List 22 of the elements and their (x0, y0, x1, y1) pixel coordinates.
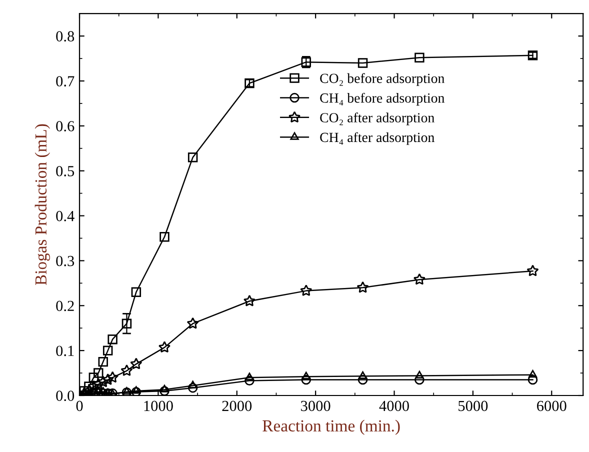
y-tick-label: 0.7 (56, 76, 74, 86)
x-tick-label: 6000 (537, 400, 566, 412)
x-tick-label: 5000 (458, 400, 488, 412)
x-axis-title: Reaction time (min.) (262, 420, 400, 435)
y-tick-label: 0.5 (56, 166, 74, 176)
x-tick-label: 2000 (222, 400, 252, 412)
legend-label: CO₂ before adsorption (320, 73, 444, 86)
y-tick-label: 0.8 (56, 31, 74, 42)
legend-label: CO₂ after adsorption (320, 112, 434, 126)
legend-label: CH₄ before adsorption (320, 92, 444, 106)
y-tick-label: 0.6 (56, 121, 74, 132)
y-tick-label: 0.4 (56, 210, 74, 222)
legend-label: CH₄ after adsorption (320, 132, 434, 145)
y-tick-label: 0.1 (56, 346, 74, 356)
x-tick-label: 4000 (379, 400, 409, 412)
x-tick-label: 0 (76, 400, 83, 412)
y-axis-title: Biogas Production (mL) (34, 124, 50, 286)
x-tick-label: 3000 (301, 400, 330, 412)
y-tick-label: 0.3 (56, 256, 74, 266)
y-tick-label: 0.0 (56, 390, 74, 402)
y-tick-label: 0.2 (56, 300, 74, 312)
x-tick-label: 1000 (144, 400, 173, 412)
